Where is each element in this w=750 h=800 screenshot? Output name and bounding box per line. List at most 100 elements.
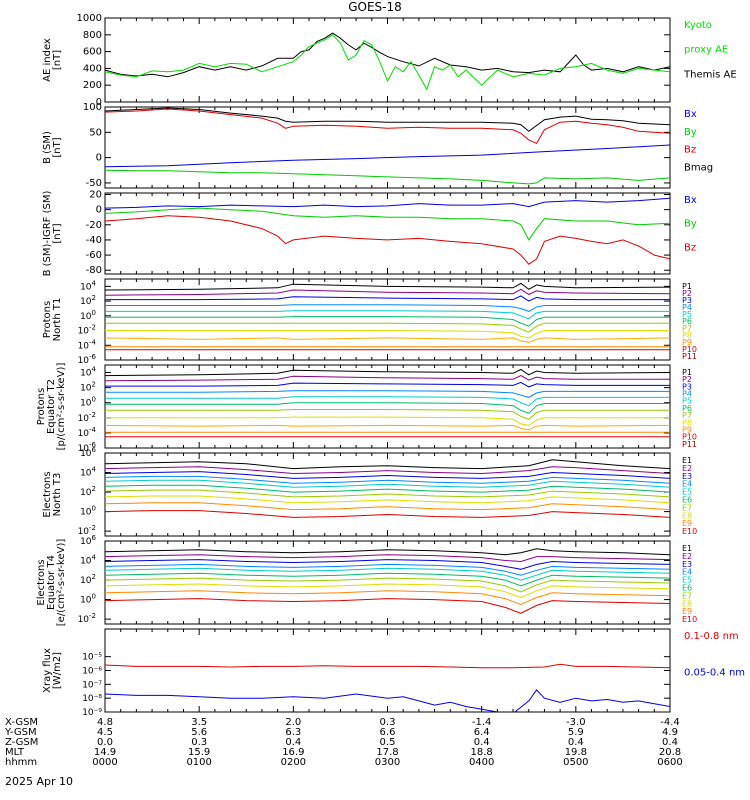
legend-entry: P5 — [682, 397, 692, 406]
series-line-p2 — [105, 288, 670, 296]
legend-entry: P5 — [682, 310, 692, 319]
ephemeris-value: 0.0 — [97, 737, 113, 748]
series-line-e3 — [105, 559, 670, 570]
legend-entry: P11 — [682, 352, 697, 361]
legend-entry: P4 — [682, 390, 692, 399]
ephemeris-value: 15.9 — [188, 747, 210, 758]
ephemeris-value: 0.4 — [568, 737, 584, 748]
ephemeris-value: -1.4 — [472, 717, 492, 728]
legend-entry: P7 — [682, 324, 692, 333]
panel-frame — [104, 278, 671, 361]
y-tick-label: 106 — [80, 446, 96, 459]
panel-p_t1: 10-6 10-410-2 100 102 104 Protons North T1 P1P2… — [42, 278, 697, 366]
legend-entry: P8 — [682, 418, 692, 427]
legend-entry: P9 — [682, 425, 692, 434]
ephemeris-row-label: hhmm — [5, 757, 37, 768]
series-line-bz — [105, 215, 670, 265]
series-line-e7 — [105, 489, 670, 498]
panel-frame — [104, 17, 671, 103]
series-line-e6 — [105, 484, 670, 493]
series-line-e5 — [105, 567, 670, 581]
y-tick-label: -80 — [86, 265, 102, 276]
y-tick-label: 100 — [80, 396, 96, 409]
ephemeris-value: 6.3 — [285, 727, 301, 738]
y-tick-label: 10⁻⁷ — [82, 680, 102, 690]
legend-entry: P1 — [682, 282, 692, 291]
series-line-themis-ae — [105, 32, 670, 78]
y-tick-label: -20 — [86, 220, 102, 231]
y-axis-label: North T1 — [52, 298, 63, 342]
legend-entry: P2 — [682, 375, 692, 384]
series-line-0-05-0-4-nm — [105, 689, 670, 712]
series-line-e7 — [105, 577, 670, 593]
legend-entry: Bmag — [684, 162, 713, 173]
series-line-p9 — [105, 424, 670, 431]
legend-entry: Bx — [684, 195, 697, 206]
legend-entry: P1 — [682, 368, 692, 377]
series-line-0-1-0-8-nm — [105, 663, 670, 669]
y-axis-label: B (SM) — [42, 131, 53, 164]
legend-entry: E9 — [682, 607, 692, 616]
y-tick-label: 10⁻⁹ — [82, 708, 102, 718]
panel-frame — [104, 106, 671, 189]
series-line-p5 — [105, 396, 670, 407]
legend-entry: Bx — [684, 109, 697, 120]
legend-entry: 0.05-0.4 nm — [684, 668, 745, 679]
ephemeris-row-label: X-GSM — [5, 717, 38, 728]
y-tick-label: 102 — [80, 485, 96, 498]
legend-entry: E6 — [682, 496, 692, 505]
series-line-e1 — [105, 459, 670, 470]
legend-entry: Bz — [684, 145, 696, 156]
y-tick-label: 1000 — [77, 13, 102, 24]
y-tick-label: 10-4 — [78, 426, 97, 439]
series-line-e6 — [105, 572, 670, 587]
y-tick-label: 0 — [96, 97, 102, 108]
y-tick-label: 100 — [80, 309, 96, 322]
y-tick-label: 106 — [80, 534, 96, 547]
legend-entry: P3 — [682, 382, 692, 391]
ephemeris-value: 0.5 — [380, 737, 396, 748]
series-line-p4 — [105, 390, 670, 398]
ephemeris-value: 0500 — [563, 757, 588, 768]
series-line-e2 — [105, 554, 670, 563]
ephemeris-row-label: Y-GSM — [4, 727, 37, 738]
legend-entry: 0.1-0.8 nm — [684, 631, 739, 642]
ephemeris-value: 14.9 — [94, 747, 116, 758]
series-line-e4 — [105, 475, 670, 484]
legend-entry: E8 — [682, 511, 692, 520]
series-line-e4 — [105, 563, 670, 576]
ephemeris-value: 0.4 — [474, 737, 490, 748]
series-line-e10 — [105, 598, 670, 614]
series-line-p4 — [105, 304, 670, 312]
y-axis-label: Protons — [42, 301, 53, 338]
y-tick-label: 102 — [80, 573, 96, 586]
ephemeris-value: 4.9 — [662, 727, 678, 738]
y-tick-label: 0 — [96, 153, 102, 164]
ephemeris-value: -4.4 — [660, 717, 680, 728]
series-line-e3 — [105, 471, 670, 479]
legend-entry: P8 — [682, 331, 692, 340]
ephemeris-value: -3.0 — [566, 717, 586, 728]
y-tick-label: -50 — [86, 178, 102, 189]
legend-entry: E4 — [682, 480, 692, 489]
legend-entry: P6 — [682, 404, 692, 413]
y-tick-label: 104 — [80, 279, 96, 292]
y-tick-label: 10-2 — [78, 612, 96, 625]
y-tick-label: -60 — [86, 250, 102, 261]
series-line-e8 — [105, 495, 670, 504]
series-line-e8 — [105, 583, 670, 599]
ephemeris-value: 0000 — [92, 757, 117, 768]
y-axis-label: B (SM)-IGRF (SM) — [42, 191, 53, 277]
y-tick-label: 104 — [80, 366, 96, 379]
panel-bmi: -80 -60 -40 -20 0 20 B (SM)-IGRF (SM) [nT] Bx By B… — [42, 190, 697, 277]
legend-entry: P2 — [682, 289, 692, 298]
panel-e_t4: 10-2 100 102 104 106 Electrons Equator T4 [e/(c… — [36, 534, 697, 626]
y-tick-label: 10⁻⁸ — [82, 694, 102, 704]
series-line-p1 — [105, 282, 670, 291]
ephemeris-value: 0.3 — [191, 737, 207, 748]
legend-entry: E4 — [682, 568, 692, 577]
series-line-e1 — [105, 548, 670, 556]
legend-entry: E1 — [682, 544, 692, 553]
legend-entry: E1 — [682, 456, 692, 465]
y-tick-label: 104 — [80, 466, 96, 479]
